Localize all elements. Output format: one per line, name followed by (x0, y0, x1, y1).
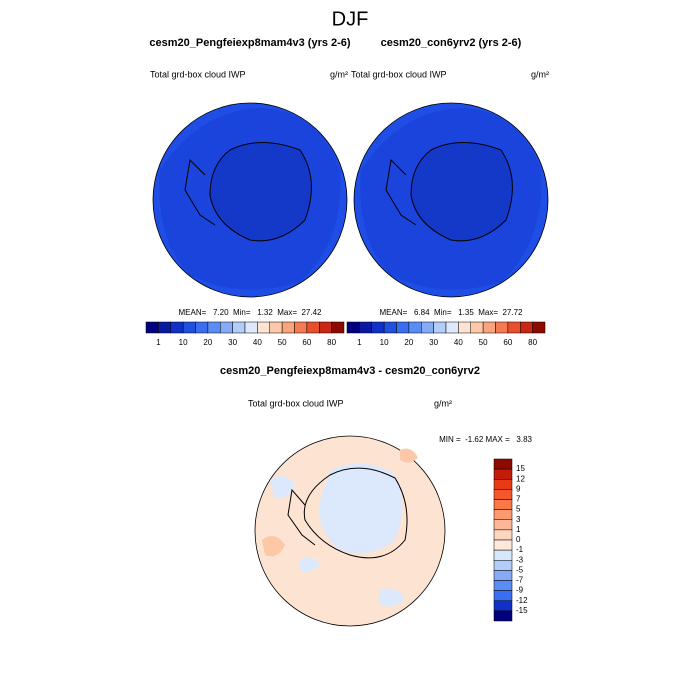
panel-title: cesm20_Pengfeiexp8mam4v3 (yrs 2-6) (149, 37, 351, 49)
colorbar-label: -5 (516, 565, 524, 574)
colorbar-box (281, 321, 295, 334)
colorbar-box (493, 539, 513, 551)
colorbar-label: -12 (516, 596, 528, 605)
colorbar-box (182, 321, 196, 334)
panel-title: cesm20_con6yrv2 (yrs 2-6) (381, 37, 522, 49)
colorbar-box (493, 458, 513, 470)
right-string: g/m² (434, 398, 452, 408)
colorbar-box (493, 570, 513, 581)
colorbar-label: 20 (203, 338, 212, 347)
colorbar-box (493, 549, 513, 561)
stats: MEAN= 6.84 Min= 1.35 Max= 27.72 (380, 308, 524, 317)
colorbar-box (493, 610, 513, 622)
colorbar-label: 7 (516, 495, 521, 504)
colorbar-label: -3 (516, 555, 524, 564)
colorbar-box (493, 468, 513, 480)
colorbar-box (493, 519, 513, 531)
colorbar-label: 20 (404, 338, 413, 347)
left-string: Total grd-box cloud IWP (351, 69, 447, 79)
colorbar-box (493, 590, 513, 601)
colorbar-box (493, 499, 513, 510)
colorbar-box (495, 321, 509, 334)
colorbar-label: -15 (516, 606, 528, 615)
colorbar-label: 1 (516, 525, 521, 534)
colorbar-label: 9 (516, 484, 521, 493)
colorbar-box (346, 321, 360, 334)
colorbar-box (294, 321, 308, 334)
colorbar-box (493, 529, 513, 541)
left-string: Total grd-box cloud IWP (150, 69, 246, 79)
colorbar-box (458, 321, 471, 334)
colorbar-box (359, 321, 372, 334)
colorbar-box (421, 321, 434, 334)
panel-title: cesm20_Pengfeiexp8mam4v3 - cesm20_con6yr… (220, 365, 480, 377)
colorbar-label: 40 (253, 338, 262, 347)
colorbar-box (493, 509, 513, 520)
colorbar-box (306, 321, 320, 334)
colorbar-box (232, 321, 246, 334)
colorbar-box (507, 321, 521, 334)
colorbar-label: 3 (516, 515, 521, 524)
map (353, 102, 549, 298)
right-string: g/m² (531, 69, 549, 79)
colorbar-box (383, 321, 397, 334)
colorbar-box (470, 321, 484, 334)
main-title: DJF (332, 8, 369, 30)
colorbar-box (493, 489, 513, 500)
colorbar-box (408, 321, 422, 334)
colorbar-label: 10 (380, 338, 389, 347)
colorbar-label: 15 (516, 464, 525, 473)
colorbar-label: -9 (516, 586, 524, 595)
colorbar-label: 80 (327, 338, 336, 347)
colorbar-label: 1 (156, 338, 161, 347)
colorbar-label: 60 (503, 338, 512, 347)
colorbar-box (257, 321, 270, 334)
colorbar-label: -1 (516, 545, 524, 554)
colorbar-label: 60 (302, 338, 311, 347)
colorbar-label: 30 (429, 338, 438, 347)
colorbar-box (319, 321, 332, 334)
colorbar-box (493, 560, 513, 571)
colorbar-label: -7 (516, 576, 524, 585)
stats: MEAN= 7.20 Min= 1.32 Max= 27.42 (179, 308, 323, 317)
colorbar-label: 40 (454, 338, 463, 347)
colorbar-label: 80 (528, 338, 537, 347)
map (152, 102, 348, 298)
colorbar-label: 5 (516, 505, 521, 514)
colorbar-box (482, 321, 496, 334)
colorbar-label: 0 (516, 535, 521, 544)
colorbar-box (520, 321, 533, 334)
colorbar-box (433, 321, 447, 334)
colorbar-box (195, 321, 209, 334)
colorbar-label: 10 (179, 338, 188, 347)
colorbar-label: 50 (479, 338, 488, 347)
colorbar-box (170, 321, 184, 334)
colorbar-box (371, 321, 385, 334)
colorbar-box (493, 600, 513, 612)
colorbar-box (331, 321, 345, 334)
colorbar-box (493, 479, 513, 490)
colorbar-box (493, 580, 513, 591)
colorbar-box (269, 321, 283, 334)
colorbar-label: 1 (357, 338, 362, 347)
stats: MIN = -1.62 MAX = 3.83 (439, 435, 532, 444)
colorbar-box (220, 321, 233, 334)
colorbar-box (158, 321, 171, 334)
colorbar-box (244, 321, 258, 334)
colorbar-box (207, 321, 221, 334)
colorbar-box (445, 321, 459, 334)
colorbar-label: 30 (228, 338, 237, 347)
colorbar-box (145, 321, 159, 334)
map (254, 435, 446, 627)
right-string: g/m² (330, 69, 348, 79)
colorbar-box (396, 321, 410, 334)
colorbar-label: 50 (278, 338, 287, 347)
colorbar-label: 12 (516, 474, 525, 483)
colorbar-box (532, 321, 546, 334)
left-string: Total grd-box cloud IWP (248, 398, 344, 408)
